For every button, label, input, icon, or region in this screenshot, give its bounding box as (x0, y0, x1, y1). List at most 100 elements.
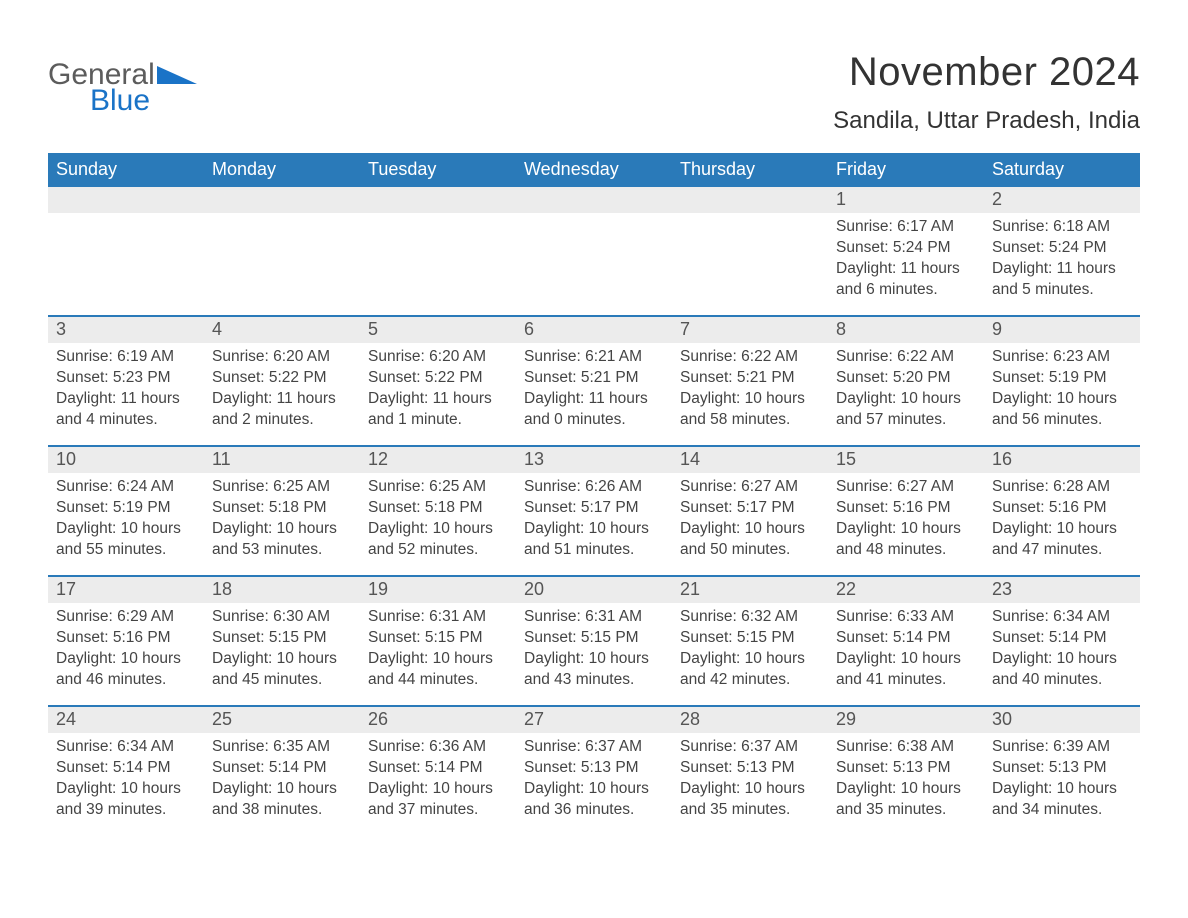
daylight-text: Daylight: 10 hours and 44 minutes. (368, 649, 508, 691)
day-cell: 3Sunrise: 6:19 AMSunset: 5:23 PMDaylight… (48, 317, 204, 445)
day-cell: . (672, 187, 828, 315)
sunrise-text: Sunrise: 6:37 AM (524, 737, 664, 758)
sunset-text: Sunset: 5:14 PM (56, 758, 196, 779)
day-number: 27 (516, 707, 672, 733)
day-details: Sunrise: 6:18 AMSunset: 5:24 PMDaylight:… (984, 213, 1140, 301)
sunrise-text: Sunrise: 6:36 AM (368, 737, 508, 758)
sunrise-text: Sunrise: 6:26 AM (524, 477, 664, 498)
dow-wednesday: Wednesday (516, 153, 672, 187)
sunset-text: Sunset: 5:19 PM (56, 498, 196, 519)
day-details: Sunrise: 6:36 AMSunset: 5:14 PMDaylight:… (360, 733, 516, 821)
week-row: 3Sunrise: 6:19 AMSunset: 5:23 PMDaylight… (48, 315, 1140, 445)
day-details: Sunrise: 6:20 AMSunset: 5:22 PMDaylight:… (360, 343, 516, 431)
daylight-text: Daylight: 10 hours and 34 minutes. (992, 779, 1132, 821)
day-number: 18 (204, 577, 360, 603)
day-cell: 8Sunrise: 6:22 AMSunset: 5:20 PMDaylight… (828, 317, 984, 445)
sunrise-text: Sunrise: 6:21 AM (524, 347, 664, 368)
day-number: 6 (516, 317, 672, 343)
day-details: Sunrise: 6:32 AMSunset: 5:15 PMDaylight:… (672, 603, 828, 691)
sunset-text: Sunset: 5:13 PM (836, 758, 976, 779)
daylight-text: Daylight: 10 hours and 37 minutes. (368, 779, 508, 821)
sunrise-text: Sunrise: 6:20 AM (368, 347, 508, 368)
day-details: Sunrise: 6:31 AMSunset: 5:15 PMDaylight:… (516, 603, 672, 691)
day-cell: 14Sunrise: 6:27 AMSunset: 5:17 PMDayligh… (672, 447, 828, 575)
daylight-text: Daylight: 11 hours and 4 minutes. (56, 389, 196, 431)
daylight-text: Daylight: 10 hours and 45 minutes. (212, 649, 352, 691)
day-cell: 25Sunrise: 6:35 AMSunset: 5:14 PMDayligh… (204, 707, 360, 835)
day-number: . (516, 187, 672, 213)
sunset-text: Sunset: 5:20 PM (836, 368, 976, 389)
sunrise-text: Sunrise: 6:28 AM (992, 477, 1132, 498)
sunset-text: Sunset: 5:24 PM (836, 238, 976, 259)
sunset-text: Sunset: 5:22 PM (368, 368, 508, 389)
sunset-text: Sunset: 5:15 PM (368, 628, 508, 649)
sunset-text: Sunset: 5:24 PM (992, 238, 1132, 259)
daylight-text: Daylight: 10 hours and 35 minutes. (836, 779, 976, 821)
month-title: November 2024 (833, 50, 1140, 95)
sunset-text: Sunset: 5:21 PM (524, 368, 664, 389)
sunrise-text: Sunrise: 6:19 AM (56, 347, 196, 368)
day-cell: 16Sunrise: 6:28 AMSunset: 5:16 PMDayligh… (984, 447, 1140, 575)
day-number: 21 (672, 577, 828, 603)
day-cell: 24Sunrise: 6:34 AMSunset: 5:14 PMDayligh… (48, 707, 204, 835)
sunset-text: Sunset: 5:13 PM (680, 758, 820, 779)
day-cell: 19Sunrise: 6:31 AMSunset: 5:15 PMDayligh… (360, 577, 516, 705)
dow-sunday: Sunday (48, 153, 204, 187)
daylight-text: Daylight: 10 hours and 51 minutes. (524, 519, 664, 561)
daylight-text: Daylight: 10 hours and 46 minutes. (56, 649, 196, 691)
sunset-text: Sunset: 5:17 PM (680, 498, 820, 519)
day-details: Sunrise: 6:22 AMSunset: 5:21 PMDaylight:… (672, 343, 828, 431)
day-cell: 29Sunrise: 6:38 AMSunset: 5:13 PMDayligh… (828, 707, 984, 835)
sunset-text: Sunset: 5:18 PM (212, 498, 352, 519)
day-number: 7 (672, 317, 828, 343)
day-details: Sunrise: 6:37 AMSunset: 5:13 PMDaylight:… (672, 733, 828, 821)
sunrise-text: Sunrise: 6:27 AM (836, 477, 976, 498)
day-cell: 11Sunrise: 6:25 AMSunset: 5:18 PMDayligh… (204, 447, 360, 575)
day-cell: . (204, 187, 360, 315)
sunset-text: Sunset: 5:14 PM (368, 758, 508, 779)
sunset-text: Sunset: 5:15 PM (524, 628, 664, 649)
day-number: 19 (360, 577, 516, 603)
sunrise-text: Sunrise: 6:32 AM (680, 607, 820, 628)
day-number: . (48, 187, 204, 213)
brand-word2: Blue (90, 86, 197, 116)
daylight-text: Daylight: 10 hours and 41 minutes. (836, 649, 976, 691)
sunrise-text: Sunrise: 6:35 AM (212, 737, 352, 758)
day-details: Sunrise: 6:27 AMSunset: 5:16 PMDaylight:… (828, 473, 984, 561)
day-number: 16 (984, 447, 1140, 473)
daylight-text: Daylight: 10 hours and 53 minutes. (212, 519, 352, 561)
daylight-text: Daylight: 11 hours and 0 minutes. (524, 389, 664, 431)
sunset-text: Sunset: 5:14 PM (992, 628, 1132, 649)
day-number: . (672, 187, 828, 213)
sunset-text: Sunset: 5:22 PM (212, 368, 352, 389)
sunrise-text: Sunrise: 6:24 AM (56, 477, 196, 498)
day-cell: 15Sunrise: 6:27 AMSunset: 5:16 PMDayligh… (828, 447, 984, 575)
sunrise-text: Sunrise: 6:31 AM (524, 607, 664, 628)
sunrise-text: Sunrise: 6:27 AM (680, 477, 820, 498)
day-details: Sunrise: 6:34 AMSunset: 5:14 PMDaylight:… (984, 603, 1140, 691)
day-number: 11 (204, 447, 360, 473)
day-number: 29 (828, 707, 984, 733)
day-details: Sunrise: 6:27 AMSunset: 5:17 PMDaylight:… (672, 473, 828, 561)
day-number: 28 (672, 707, 828, 733)
sunrise-text: Sunrise: 6:39 AM (992, 737, 1132, 758)
dow-saturday: Saturday (984, 153, 1140, 187)
day-number: 2 (984, 187, 1140, 213)
day-details: Sunrise: 6:37 AMSunset: 5:13 PMDaylight:… (516, 733, 672, 821)
sunset-text: Sunset: 5:13 PM (524, 758, 664, 779)
daylight-text: Daylight: 10 hours and 36 minutes. (524, 779, 664, 821)
day-cell: 27Sunrise: 6:37 AMSunset: 5:13 PMDayligh… (516, 707, 672, 835)
day-cell: 1Sunrise: 6:17 AMSunset: 5:24 PMDaylight… (828, 187, 984, 315)
day-cell: 22Sunrise: 6:33 AMSunset: 5:14 PMDayligh… (828, 577, 984, 705)
page-header: General Blue November 2024 Sandila, Utta… (48, 50, 1140, 135)
sunset-text: Sunset: 5:14 PM (836, 628, 976, 649)
dow-tuesday: Tuesday (360, 153, 516, 187)
day-cell: . (360, 187, 516, 315)
day-details: Sunrise: 6:30 AMSunset: 5:15 PMDaylight:… (204, 603, 360, 691)
daylight-text: Daylight: 10 hours and 52 minutes. (368, 519, 508, 561)
day-cell: 26Sunrise: 6:36 AMSunset: 5:14 PMDayligh… (360, 707, 516, 835)
sunrise-text: Sunrise: 6:20 AM (212, 347, 352, 368)
sunrise-text: Sunrise: 6:34 AM (992, 607, 1132, 628)
day-number: 23 (984, 577, 1140, 603)
sunset-text: Sunset: 5:17 PM (524, 498, 664, 519)
